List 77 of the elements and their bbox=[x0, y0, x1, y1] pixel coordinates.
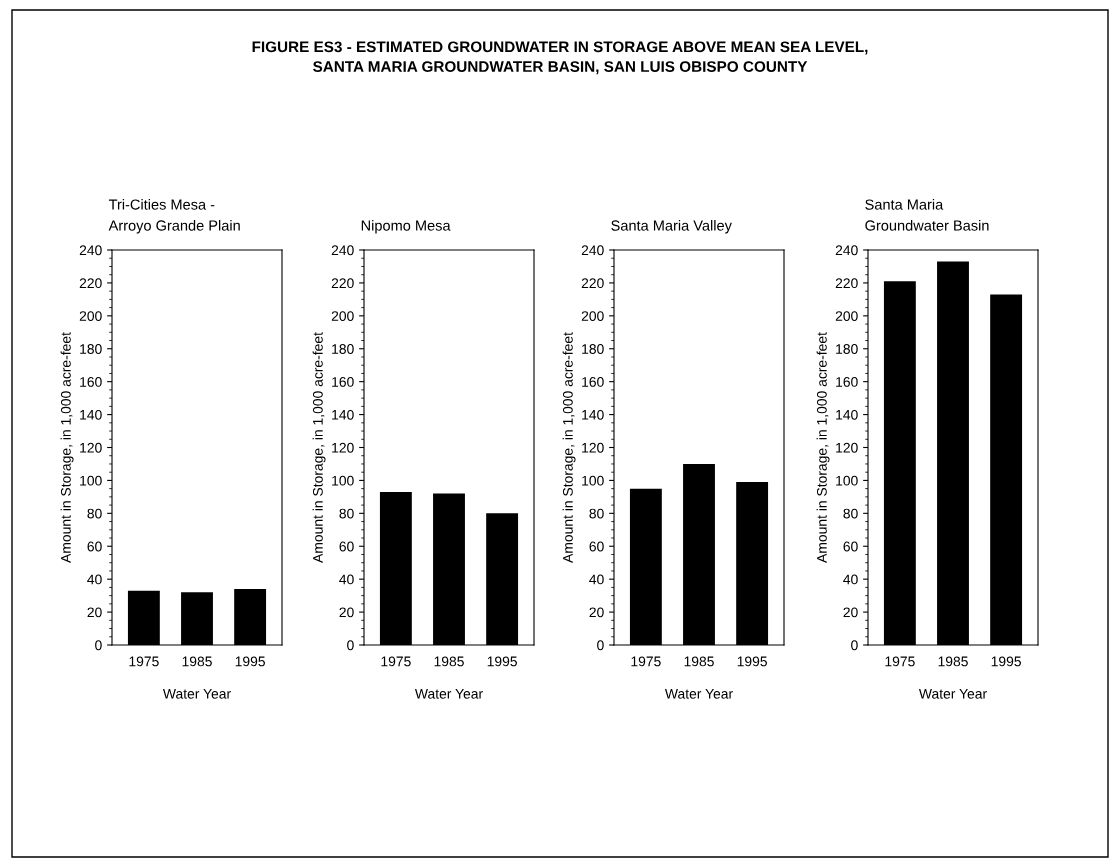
text: FIGURE ES3 - ESTIMATED GROUNDWATER IN STORAGE ABOVE MEAN SEA LEVEL, SANTA MARIA GROUNDWATER BASIN, SAN LUIS OBISPO COUNTY bbox=[252, 41, 868, 75]
y-tick-label: 140 bbox=[332, 409, 354, 420]
y-tick-label: 200 bbox=[581, 311, 604, 321]
x-tick-label: 1985 bbox=[434, 656, 464, 667]
y-tick-label: 100 bbox=[836, 475, 858, 486]
chart-title: Santa Maria Groundwater Basin bbox=[865, 198, 989, 231]
y-axis-title: Amount in Storage, in 1,000 acre-feet bbox=[60, 332, 74, 563]
y-tick-label: 240 bbox=[331, 245, 354, 256]
y-tick-label: 120 bbox=[80, 442, 102, 453]
y-tick-label: 0 bbox=[95, 640, 102, 651]
x-tick-label: 1975 bbox=[885, 656, 915, 667]
y-tick-label: 180 bbox=[582, 344, 604, 354]
y-tick-label: 160 bbox=[836, 377, 858, 387]
y-tick-label: 120 bbox=[332, 442, 354, 453]
y-tick-label: 80 bbox=[87, 508, 102, 519]
y-tick-label: 0 bbox=[347, 640, 354, 651]
y-tick-label: 80 bbox=[339, 508, 354, 519]
y-tick-label: 40 bbox=[843, 574, 858, 585]
y-tick-label: 80 bbox=[589, 508, 604, 519]
x-axis-title: Water Year bbox=[414, 689, 483, 699]
y-tick-label: 180 bbox=[80, 344, 102, 354]
y-tick-label: 60 bbox=[87, 541, 102, 552]
x-tick-label: 1995 bbox=[487, 656, 517, 667]
y-tick-label: 240 bbox=[835, 245, 858, 256]
y-tick-label: 0 bbox=[851, 640, 858, 651]
y-tick-label: 20 bbox=[843, 607, 858, 618]
x-tick-label: 1985 bbox=[182, 656, 212, 667]
y-tick-label: 60 bbox=[589, 541, 604, 552]
y-tick-label: 100 bbox=[80, 475, 102, 486]
y-tick-label: 100 bbox=[582, 475, 604, 486]
x-tick-label: 1985 bbox=[938, 656, 968, 667]
x-tick-label: 1985 bbox=[684, 656, 714, 667]
y-tick-label: 140 bbox=[582, 409, 604, 420]
x-tick-label: 1995 bbox=[235, 656, 265, 667]
y-tick-label: 220 bbox=[79, 278, 102, 289]
y-tick-label: 140 bbox=[80, 409, 102, 420]
y-tick-label: 20 bbox=[339, 607, 354, 618]
y-tick-label: 240 bbox=[79, 245, 102, 256]
y-tick-label: 120 bbox=[836, 442, 858, 453]
y-tick-label: 180 bbox=[836, 344, 858, 354]
y-tick-label: 40 bbox=[87, 574, 102, 585]
y-tick-label: 140 bbox=[836, 409, 858, 420]
y-tick-label: 160 bbox=[80, 377, 102, 387]
y-axis-title: Amount in Storage, in 1,000 acre-feet bbox=[562, 332, 576, 563]
y-tick-label: 80 bbox=[843, 508, 858, 519]
x-tick-label: 1975 bbox=[631, 656, 661, 667]
y-tick-label: 220 bbox=[331, 278, 354, 289]
y-tick-label: 240 bbox=[581, 245, 604, 256]
y-tick-label: 200 bbox=[79, 311, 102, 321]
y-axis-title: Amount in Storage, in 1,000 acre-feet bbox=[312, 332, 326, 563]
y-tick-label: 20 bbox=[87, 607, 102, 618]
y-tick-label: 40 bbox=[589, 574, 604, 585]
x-tick-label: 1975 bbox=[129, 656, 159, 667]
chart-title: Santa Maria Valley bbox=[611, 219, 732, 234]
y-tick-label: 180 bbox=[332, 344, 354, 354]
chart-title: Tri-Cities Mesa - Arroyo Grande Plain bbox=[108, 198, 240, 234]
y-tick-label: 200 bbox=[331, 311, 354, 321]
x-axis-title: Water Year bbox=[664, 689, 733, 699]
y-tick-label: 20 bbox=[589, 607, 604, 618]
y-tick-label: 40 bbox=[339, 574, 354, 585]
x-tick-label: 1995 bbox=[991, 656, 1021, 667]
x-axis-title: Water Year bbox=[162, 689, 231, 699]
x-axis-title: Water Year bbox=[918, 689, 987, 699]
y-tick-label: 220 bbox=[581, 278, 604, 289]
y-tick-label: 0 bbox=[597, 640, 604, 651]
y-tick-label: 160 bbox=[332, 377, 354, 387]
y-tick-label: 60 bbox=[843, 541, 858, 552]
y-tick-label: 200 bbox=[835, 311, 858, 321]
y-tick-label: 160 bbox=[582, 377, 604, 387]
x-tick-label: 1995 bbox=[737, 656, 767, 667]
x-tick-label: 1975 bbox=[381, 656, 411, 667]
y-tick-label: 100 bbox=[332, 475, 354, 486]
y-axis-title: Amount in Storage, in 1,000 acre-feet bbox=[816, 332, 830, 563]
y-tick-label: 120 bbox=[582, 442, 604, 453]
y-tick-label: 60 bbox=[339, 541, 354, 552]
y-tick-label: 220 bbox=[835, 278, 858, 289]
chart-title: Nipomo Mesa bbox=[361, 219, 451, 234]
